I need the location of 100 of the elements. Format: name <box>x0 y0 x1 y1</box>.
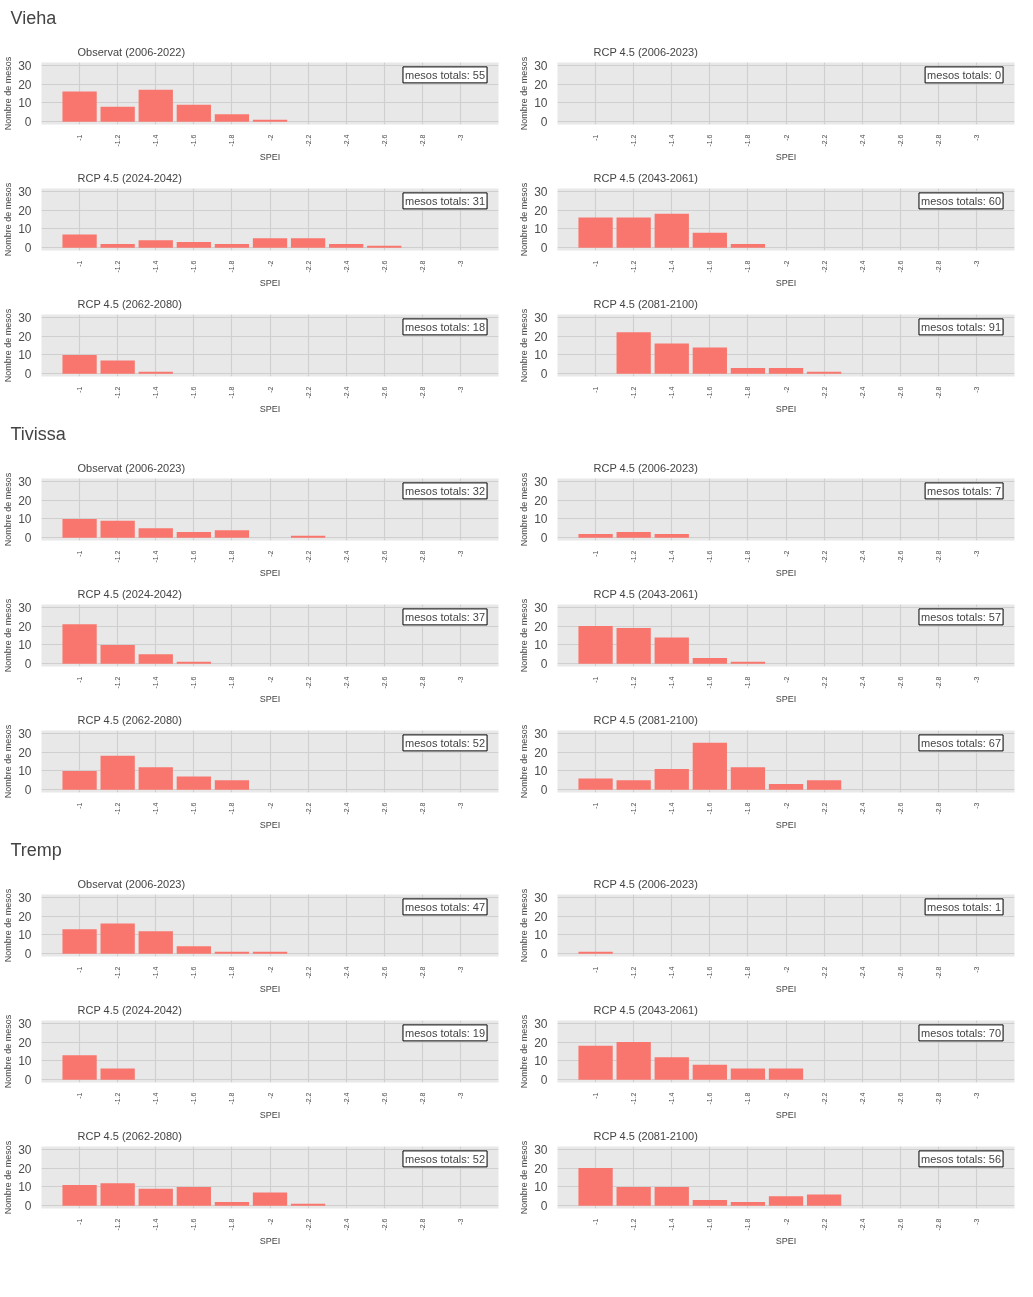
chart-title: RCP 4.5 (2062-2080) <box>77 297 182 310</box>
bar <box>329 243 364 248</box>
bar <box>176 776 211 790</box>
chart-title: RCP 4.5 (2024-2042) <box>77 587 182 600</box>
bar <box>578 1168 613 1206</box>
y-tick-label: 20 <box>534 203 548 218</box>
bar <box>730 1201 766 1206</box>
y-tick-label: 0 <box>24 1073 32 1088</box>
y-tick-label: 0 <box>540 531 548 546</box>
y-tick-label: 0 <box>540 947 548 962</box>
bar <box>176 946 211 954</box>
bar <box>578 217 613 248</box>
y-tick-label: 10 <box>18 222 32 237</box>
bar <box>654 769 689 790</box>
annotation: mesos totals: 52 <box>404 736 486 749</box>
chart-title: RCP 4.5 (2006-2023) <box>593 461 698 474</box>
annotation: mesos totals: 0 <box>927 68 1002 81</box>
y-axis-title: Nombre de mesos <box>519 56 530 131</box>
y-axis-title: Nombre de mesos <box>519 724 530 799</box>
y-tick-label: 20 <box>18 1035 32 1050</box>
x-axis-title: SPEI <box>775 567 797 578</box>
y-axis-title: Nombre de mesos <box>3 888 14 963</box>
y-tick-label: 20 <box>534 1035 548 1050</box>
bar <box>290 238 326 248</box>
bar <box>138 931 173 954</box>
chart-title: Observat (2006-2023) <box>77 461 186 474</box>
y-axis-title: Nombre de mesos <box>519 1014 530 1089</box>
y-tick-label: 30 <box>534 474 548 489</box>
y-tick-label: 20 <box>18 329 32 344</box>
y-axis-title: Nombre de mesos <box>3 182 14 257</box>
annotation: mesos totals: 91 <box>920 320 1002 333</box>
x-axis-title: SPEI <box>259 277 281 288</box>
bar <box>62 624 97 664</box>
bar <box>214 530 250 538</box>
y-tick-label: 20 <box>18 909 32 924</box>
y-tick-label: 10 <box>534 1180 548 1195</box>
y-tick-label: 20 <box>18 203 32 218</box>
y-tick-label: 30 <box>18 184 32 199</box>
bar <box>100 520 135 538</box>
x-axis-title: SPEI <box>775 819 797 830</box>
bar <box>100 360 135 374</box>
y-tick-label: 30 <box>534 1142 548 1157</box>
x-axis-title: SPEI <box>259 567 281 578</box>
chart-title: RCP 4.5 (2043-2061) <box>593 1003 698 1016</box>
y-tick-label: 30 <box>18 474 32 489</box>
y-tick-label: 20 <box>534 745 548 760</box>
bar <box>806 780 842 790</box>
bar <box>62 770 97 790</box>
y-tick-label: 30 <box>534 890 548 905</box>
bar <box>806 1194 842 1206</box>
bar <box>62 234 97 248</box>
y-tick-label: 0 <box>540 241 548 256</box>
bar <box>100 243 135 248</box>
bar <box>768 368 804 374</box>
bar <box>616 1186 651 1206</box>
bar <box>692 658 727 664</box>
chart-title: Observat (2006-2023) <box>77 877 186 890</box>
y-axis-title: Nombre de mesos <box>519 308 530 383</box>
y-tick-label: 10 <box>534 512 548 527</box>
bar <box>176 532 211 538</box>
x-axis-title: SPEI <box>775 693 797 704</box>
x-axis-title: SPEI <box>259 983 281 994</box>
y-axis-title: Nombre de mesos <box>3 598 14 673</box>
y-tick-label: 0 <box>24 115 32 130</box>
bar <box>62 929 97 954</box>
annotation: mesos totals: 18 <box>404 320 486 333</box>
y-tick-label: 30 <box>534 184 548 199</box>
y-tick-label: 0 <box>540 783 548 798</box>
chart-title: RCP 4.5 (2081-2100) <box>593 1129 698 1142</box>
bar <box>214 114 250 122</box>
y-tick-label: 0 <box>24 657 32 672</box>
y-axis-title: Nombre de mesos <box>3 1014 14 1089</box>
bar <box>138 89 173 122</box>
annotation: mesos totals: 60 <box>920 194 1002 207</box>
y-tick-label: 10 <box>534 638 548 653</box>
annotation: mesos totals: 57 <box>920 610 1002 623</box>
chart-title: RCP 4.5 (2081-2100) <box>593 713 698 726</box>
y-axis-title: Nombre de mesos <box>3 56 14 131</box>
y-tick-label: 0 <box>540 115 548 130</box>
bar <box>176 104 211 122</box>
x-axis-title: SPEI <box>775 983 797 994</box>
x-axis-title: SPEI <box>259 693 281 704</box>
y-tick-label: 0 <box>24 783 32 798</box>
annotation: mesos totals: 70 <box>920 1026 1002 1039</box>
bar <box>616 217 651 248</box>
y-tick-label: 10 <box>18 928 32 943</box>
chart-title: RCP 4.5 (2043-2061) <box>593 587 698 600</box>
bar <box>654 1186 689 1206</box>
bar <box>100 1183 135 1206</box>
annotation: mesos totals: 1 <box>927 900 1002 913</box>
y-tick-label: 10 <box>18 512 32 527</box>
y-tick-label: 10 <box>534 348 548 363</box>
bar <box>692 742 727 790</box>
bar <box>138 1188 173 1206</box>
chart-title: RCP 4.5 (2024-2042) <box>77 1003 182 1016</box>
bar <box>100 106 135 122</box>
bar <box>768 1068 804 1080</box>
bar <box>616 780 651 790</box>
y-tick-label: 0 <box>540 1199 548 1214</box>
bar <box>214 780 250 790</box>
